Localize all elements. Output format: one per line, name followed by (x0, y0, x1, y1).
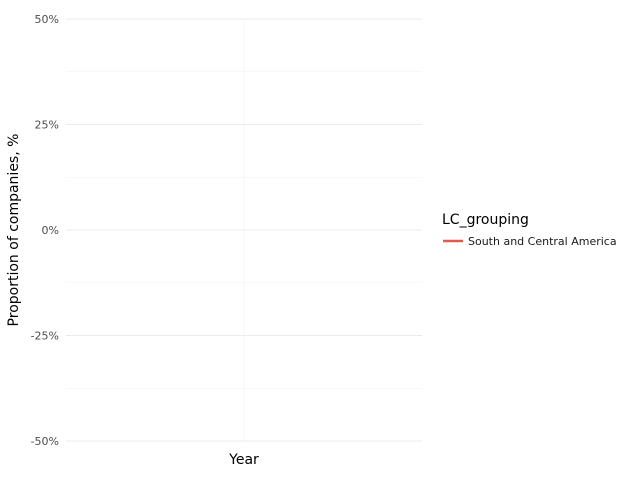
y-tick-label: 0% (42, 224, 59, 237)
y-tick-label: 50% (35, 13, 59, 26)
legend-label: South and Central America (468, 235, 617, 248)
legend-items: South and Central America (443, 235, 617, 248)
y-tick-labels: 50% 25% 0% -25% -50% (31, 13, 59, 448)
y-tick-label: 25% (35, 119, 59, 132)
y-axis-title: Proportion of companies, % (6, 134, 22, 327)
y-tick-label: -50% (31, 435, 59, 448)
legend-title: LC_grouping (442, 212, 529, 228)
legend: LC_grouping South and Central America (442, 212, 617, 248)
x-axis-title: Year (228, 452, 259, 468)
y-tick-label: -25% (31, 330, 59, 343)
